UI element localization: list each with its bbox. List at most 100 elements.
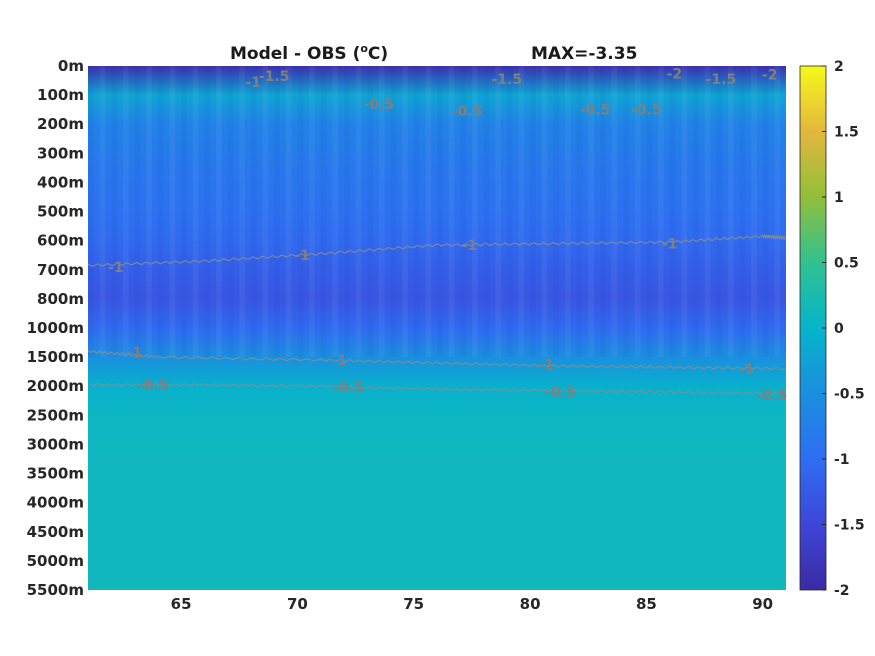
contour-label: -1: [332, 353, 348, 369]
x-axis-ticks: 65 70 75 80 85 90: [171, 595, 773, 613]
colorbar-tick-label: -1: [834, 452, 850, 468]
y-tick-label: 5000m: [27, 552, 84, 570]
texture-stripe: [460, 66, 467, 358]
x-tick-label: 80: [520, 595, 541, 613]
colorbar-tick-label: 0: [834, 321, 844, 337]
contour-label: -0.5: [333, 381, 364, 397]
texture-stripe: [565, 66, 571, 358]
texture-stripe: [646, 66, 653, 358]
texture-stripe: [343, 66, 350, 358]
texture-stripe: [751, 66, 757, 358]
contour-label: -1: [108, 260, 124, 276]
x-tick-label: 65: [171, 595, 192, 613]
x-tick-label: 85: [636, 595, 657, 613]
texture-stripe: [634, 66, 641, 358]
contour-label: -1: [245, 75, 261, 91]
texture-stripe: [216, 66, 222, 358]
contour-label: -0.5: [631, 103, 662, 119]
texture-stripe: [262, 66, 269, 358]
texture-stripe: [250, 66, 257, 358]
texture-stripe: [471, 66, 478, 358]
x-tick-label: 90: [752, 595, 773, 613]
contour-label: -1.5: [706, 72, 737, 88]
contour-label: -1: [662, 237, 678, 253]
texture-stripe: [181, 66, 187, 358]
texture-stripe: [146, 66, 152, 358]
contour-label: -0.5: [757, 388, 788, 404]
y-tick-label: 2000m: [27, 377, 84, 395]
y-tick-label: 1000m: [27, 319, 84, 337]
texture-stripe: [355, 66, 362, 358]
texture-stripe: [367, 66, 373, 358]
y-tick-label: 500m: [37, 203, 84, 221]
y-tick-label: 5500m: [27, 581, 84, 599]
plot-area: -1.5-1 -1.5 -2 -1.5 -2-0.5 -0.5 -0.5 -0.5-1-1-1…: [88, 66, 787, 590]
texture-stripe: [425, 66, 432, 358]
texture-stripe: [390, 66, 397, 358]
texture-stripe: [111, 66, 118, 358]
texture-stripe: [99, 66, 106, 358]
y-tick-label: 3000m: [27, 435, 84, 453]
texture-stripe: [297, 66, 304, 358]
chart-title: Model - OBS (oC): [230, 42, 388, 64]
colorbar-tick-label: 2: [834, 59, 844, 75]
y-tick-label: 400m: [37, 173, 84, 191]
texture-stripe: [227, 66, 234, 358]
texture-stripe: [530, 66, 536, 358]
texture-stripe: [157, 66, 164, 358]
texture-stripe: [437, 66, 443, 358]
y-tick-label: 4000m: [27, 494, 84, 512]
contour-label: -0.5: [138, 378, 169, 394]
contour-label: -0.5: [545, 385, 576, 401]
texture-stripe: [623, 66, 629, 358]
texture-stripe: [378, 66, 385, 358]
x-tick-label: 75: [403, 595, 424, 613]
texture-stripe: [239, 66, 245, 358]
texture-stripe: [495, 66, 501, 358]
max-stat-label: MAX=-3.35: [531, 44, 637, 64]
colorbar-tick-label: 1.5: [834, 125, 859, 141]
texture-stripe: [658, 66, 664, 358]
colorbar-tick-label: -2: [834, 583, 850, 599]
texture-stripe: [332, 66, 339, 358]
texture-stripe: [320, 66, 327, 358]
y-tick-label: 4500m: [27, 523, 84, 541]
texture-stripe: [483, 66, 490, 358]
contour-line: [88, 233, 786, 267]
texture-stripe: [681, 66, 688, 358]
y-tick-label: 0m: [58, 57, 84, 75]
y-tick-label: 2500m: [27, 406, 84, 424]
colorbar-ticks: 2 1.5 1 0.5 0 -0.5 -1 -1.5 -2: [822, 59, 865, 599]
y-tick-label: 600m: [37, 232, 84, 250]
contour-label: -1.5: [259, 69, 290, 85]
contour-line: [88, 383, 786, 396]
colorbar-tick-label: 0.5: [834, 256, 859, 272]
texture-stripe: [576, 66, 583, 358]
texture-stripe: [599, 66, 606, 358]
texture-stripe: [611, 66, 618, 358]
texture-stripe: [716, 66, 722, 358]
contour-label: -0.5: [363, 97, 394, 113]
y-tick-label: 100m: [37, 86, 84, 104]
y-tick-label: 200m: [37, 115, 84, 133]
texture-stripe: [192, 66, 199, 358]
texture-stripe: [448, 66, 455, 358]
y-tick-label: 700m: [37, 261, 84, 279]
colorbar-gradient: [799, 65, 827, 591]
y-tick-label: 800m: [37, 290, 84, 308]
texture-stripe: [88, 66, 94, 358]
y-tick-label: 3500m: [27, 465, 84, 483]
texture-stripe: [506, 66, 513, 358]
texture-stripe: [762, 66, 769, 358]
texture-stripe: [553, 66, 560, 358]
texture-stripe: [134, 66, 141, 358]
contour-label: -2: [667, 66, 683, 82]
texture-stripe: [669, 66, 676, 358]
texture-stripe: [204, 66, 211, 358]
contour-label: -1: [739, 362, 755, 378]
colorbar-tick-label: -1.5: [834, 518, 865, 534]
texture-stripe: [122, 66, 129, 358]
y-tick-label: 1500m: [27, 348, 84, 366]
contour-label: -1: [462, 238, 478, 254]
